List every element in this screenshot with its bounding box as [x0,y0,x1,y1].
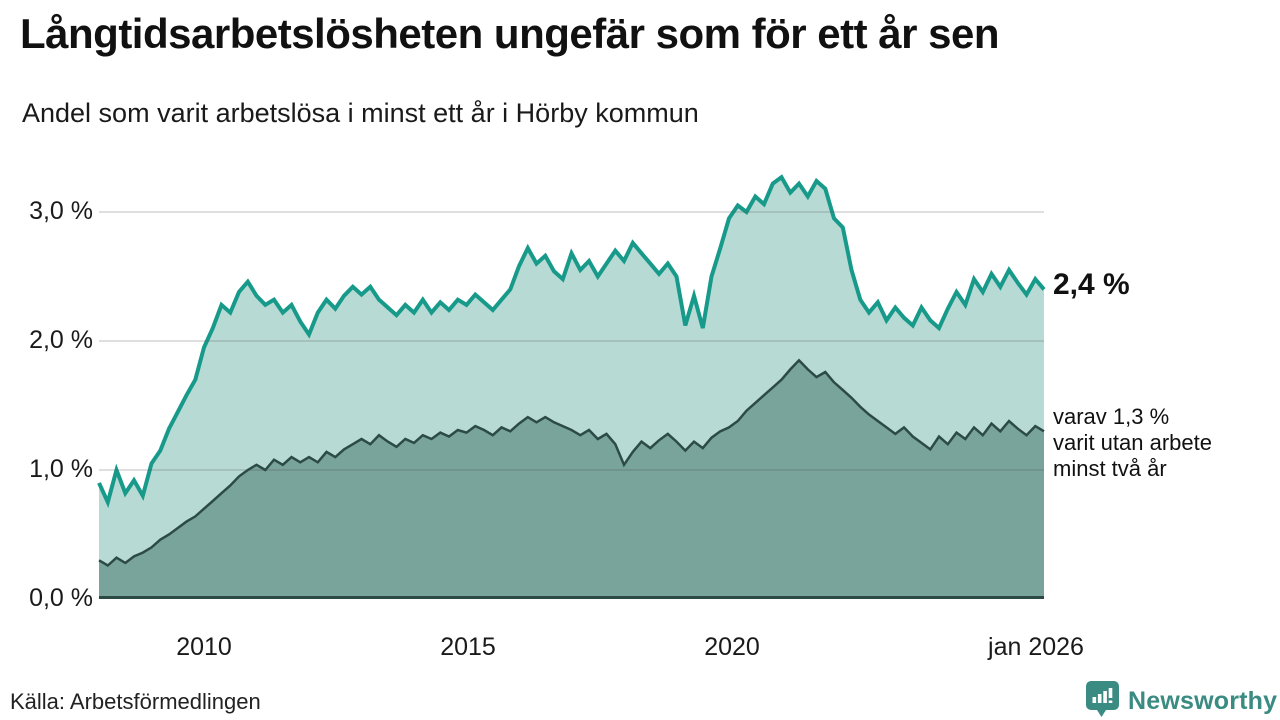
x-axis-line [99,596,1044,599]
source-note: Källa: Arbetsförmedlingen [10,689,261,714]
x-tick-label-jan-2026: jan 2026 [988,633,1084,661]
brand-logo: Newsworthy [1085,680,1278,720]
newsworthy-icon [1085,680,1120,720]
gridline-1pct [99,469,1044,471]
latest-value-label: 2,4 % [1053,268,1130,301]
subset-annotation-line2: varit utan arbete [1053,429,1212,455]
page-subtitle: Andel som varit arbetslösa i minst ett å… [22,98,699,128]
x-tick-label-2015: 2015 [440,633,496,661]
gridline-2pct [99,340,1044,342]
page-title: Långtidsarbetslösheten ungefär som för e… [20,10,1000,57]
x-tick-label-2010: 2010 [176,633,232,661]
y-tick-label-0: 0,0 % [29,584,93,612]
y-tick-label-3: 3,0 % [29,197,93,225]
subset-annotation-line1: varav 1,3 % [1053,404,1170,429]
chart-canvas [97,174,1046,599]
gridline-3pct [99,211,1044,213]
subset-annotation: varav 1,3 % varit utan arbete minst två … [1053,404,1273,482]
y-tick-label-1: 1,0 % [29,455,93,483]
x-tick-label-2020: 2020 [704,633,760,661]
y-tick-label-2: 2,0 % [29,326,93,354]
area-chart [97,160,1046,599]
subset-annotation-line3: minst två år [1053,455,1167,481]
brand-name: Newsworthy [1128,687,1278,715]
